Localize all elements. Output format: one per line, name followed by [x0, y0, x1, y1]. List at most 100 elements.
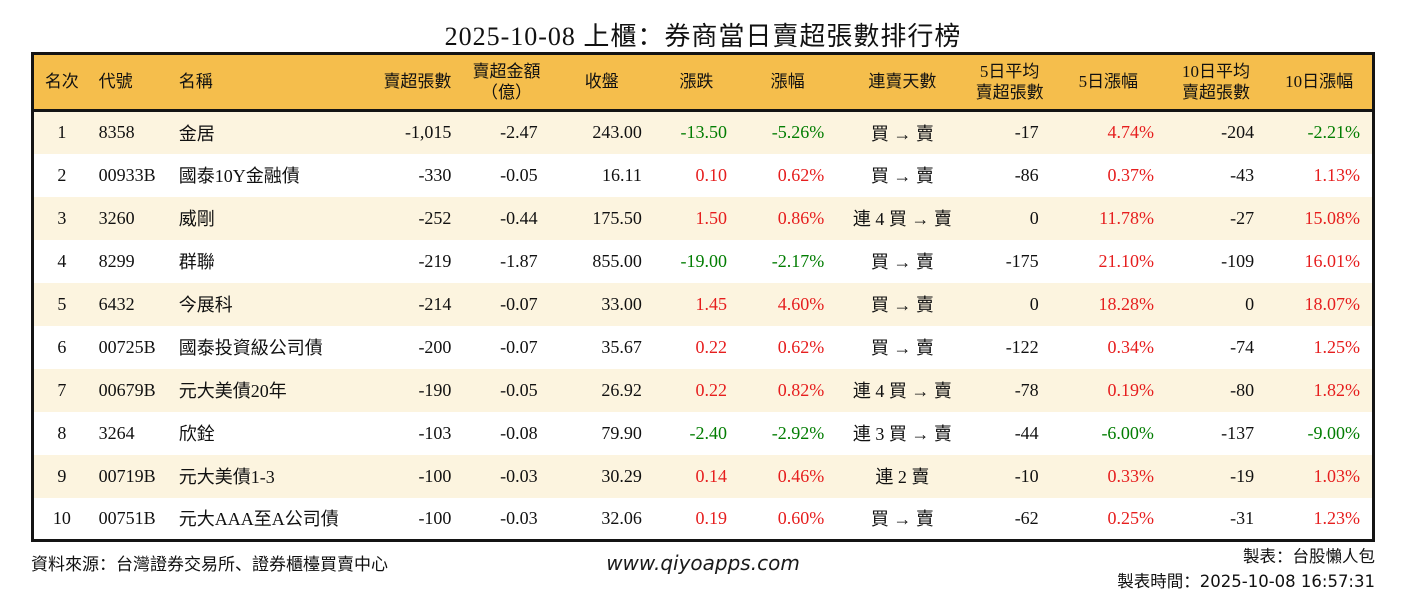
cell-amt: -2.47: [500, 122, 538, 143]
cell-pct5: 0.19%: [1107, 379, 1154, 400]
cell-code: 00933B: [98, 164, 156, 185]
maker-block: 製表：台股懶人包 製表時間：2025-10-08 16:57:31: [1117, 544, 1375, 594]
cell-avg5: -175: [1005, 250, 1039, 271]
cell-pct5: 4.74%: [1107, 122, 1154, 143]
cell-chg: -2.40: [689, 422, 728, 443]
cell-avg10: -43: [1230, 164, 1255, 185]
cell-chg: -19.00: [680, 250, 728, 271]
maker-name: 製表：台股懶人包: [1243, 547, 1375, 566]
cell-pct5: 11.78%: [1099, 207, 1154, 228]
cell-amt: -0.05: [500, 379, 538, 400]
cell-chg: 0.10: [695, 164, 728, 185]
table-row: 4 8299 群聯 -219 -1.87 855.00 -19.00 -2.17% 買 → 賣 -…: [32, 239, 1374, 283]
cell-pct: 0.86%: [777, 207, 825, 228]
table-header-row: 名次 代號 名稱 賣超張數 賣超金額 （億） 收盤 漲跌 漲幅 連賣天數 5日平…: [32, 53, 1374, 112]
cell-name: 金居: [178, 123, 215, 144]
header-pct5: 5日漲幅: [1050, 53, 1166, 112]
header-sell-qty: 賣超張數: [368, 53, 464, 112]
cell-rank: 9: [57, 465, 67, 486]
cell-avg10: -27: [1230, 207, 1255, 228]
cell-name: 今展科: [178, 295, 233, 315]
cell-pct5: 0.25%: [1107, 507, 1154, 528]
cell-close: 243.00: [592, 122, 642, 143]
table-row: 5 6432 今展科 -214 -0.07 33.00 1.45 4.60% 買 → 賣 0 18.…: [32, 282, 1374, 326]
header-code: 代號: [89, 53, 170, 112]
cell-pct10: 15.08%: [1304, 207, 1361, 228]
cell-chg: 1.45: [695, 293, 728, 314]
cell-qty: -200: [418, 336, 452, 357]
cell-avg5: -62: [1014, 507, 1039, 528]
cell-close: 79.90: [601, 422, 642, 443]
cell-qty: -100: [418, 507, 452, 528]
header-avg10: 10日平均 賣超張數: [1165, 53, 1267, 112]
cell-pct5: 0.34%: [1107, 336, 1154, 357]
cell-pct5: -6.00%: [1101, 422, 1154, 443]
cell-pct10: 1.03%: [1313, 465, 1361, 486]
cell-streak: 連 2 賣: [875, 467, 930, 487]
cell-pct10: -2.21%: [1307, 122, 1361, 143]
cell-pct: 0.46%: [777, 465, 825, 486]
table-row: 8 3264 欣銓 -103 -0.08 79.90 -2.40 -2.92% 連 3 買 → …: [32, 411, 1374, 455]
cell-streak: 連 4 買 → 賣: [852, 209, 952, 229]
cell-amt: -0.07: [500, 293, 538, 314]
cell-pct5: 18.28%: [1098, 293, 1154, 314]
cell-rank: 10: [52, 507, 71, 528]
cell-name: 威剛: [178, 209, 215, 229]
header-avg5: 5日平均 賣超張數: [968, 53, 1051, 112]
cell-avg5: -122: [1005, 336, 1039, 357]
cell-avg10: -74: [1230, 336, 1255, 357]
table-row: 2 00933B 國泰10Y金融債 -330 -0.05 16.11 0.10 0.62% 買 …: [32, 153, 1374, 197]
cell-amt: -0.44: [500, 207, 538, 228]
cell-close: 175.50: [592, 207, 642, 228]
cell-close: 16.11: [602, 164, 642, 185]
cell-avg10: -204: [1221, 122, 1255, 143]
cell-rank: 2: [57, 164, 67, 185]
cell-qty: -330: [418, 164, 452, 185]
cell-name: 國泰10Y金融債: [178, 166, 300, 186]
cell-pct5: 21.10%: [1098, 250, 1154, 271]
cell-code: 3260: [98, 207, 135, 228]
cell-streak: 連 4 買 → 賣: [852, 381, 952, 401]
cell-rank: 1: [57, 122, 67, 143]
cell-pct: 0.82%: [777, 379, 825, 400]
cell-streak: 連 3 買 → 賣: [852, 424, 952, 444]
cell-avg5: -10: [1014, 465, 1039, 486]
cell-chg: 0.19: [695, 507, 728, 528]
cell-avg10: -31: [1230, 507, 1255, 528]
cell-code: 00719B: [98, 465, 156, 486]
cell-name: 元大美債20年: [178, 381, 287, 401]
cell-qty: -190: [418, 379, 452, 400]
cell-qty: -103: [418, 422, 452, 443]
cell-rank: 7: [57, 379, 67, 400]
cell-streak: 買 → 賣: [870, 295, 934, 315]
header-name: 名稱: [169, 53, 369, 112]
table-row: 7 00679B 元大美債20年 -190 -0.05 26.92 0.22 0.82% 連 4…: [32, 368, 1374, 412]
cell-qty: -219: [418, 250, 452, 271]
cell-code: 8299: [98, 250, 135, 271]
cell-chg: -13.50: [680, 122, 728, 143]
cell-avg10: -137: [1221, 422, 1255, 443]
footer: 資料來源：台灣證券交易所、證券櫃檯買賣中心 www.qiyoapps.com 製…: [31, 544, 1375, 600]
cell-qty: -100: [418, 465, 452, 486]
data-source-note: 資料來源：台灣證券交易所、證券櫃檯買賣中心: [31, 555, 388, 574]
cell-pct: -2.17%: [771, 250, 825, 271]
cell-code: 8358: [98, 122, 135, 143]
cell-chg: 0.14: [695, 465, 728, 486]
cell-rank: 3: [57, 207, 67, 228]
cell-rank: 8: [57, 422, 67, 443]
ranking-table: 名次 代號 名稱 賣超張數 賣超金額 （億） 收盤 漲跌 漲幅 連賣天數 5日平…: [31, 52, 1375, 542]
cell-avg10: -19: [1230, 465, 1255, 486]
cell-pct: -2.92%: [771, 422, 825, 443]
cell-streak: 買 → 賣: [870, 338, 934, 358]
cell-pct10: 1.82%: [1313, 379, 1361, 400]
table-row: 1 8358 金居 -1,015 -2.47 243.00 -13.50 -5.26% 買 → …: [32, 110, 1374, 154]
header-sell-amt: 賣超金額 （億）: [463, 53, 550, 112]
cell-name: 欣銓: [178, 424, 215, 444]
cell-avg5: -44: [1014, 422, 1039, 443]
cell-pct5: 0.33%: [1107, 465, 1154, 486]
cell-streak: 買 → 賣: [870, 252, 934, 272]
cell-qty: -214: [418, 293, 452, 314]
cell-chg: 1.50: [695, 207, 728, 228]
cell-pct10: 16.01%: [1304, 250, 1361, 271]
